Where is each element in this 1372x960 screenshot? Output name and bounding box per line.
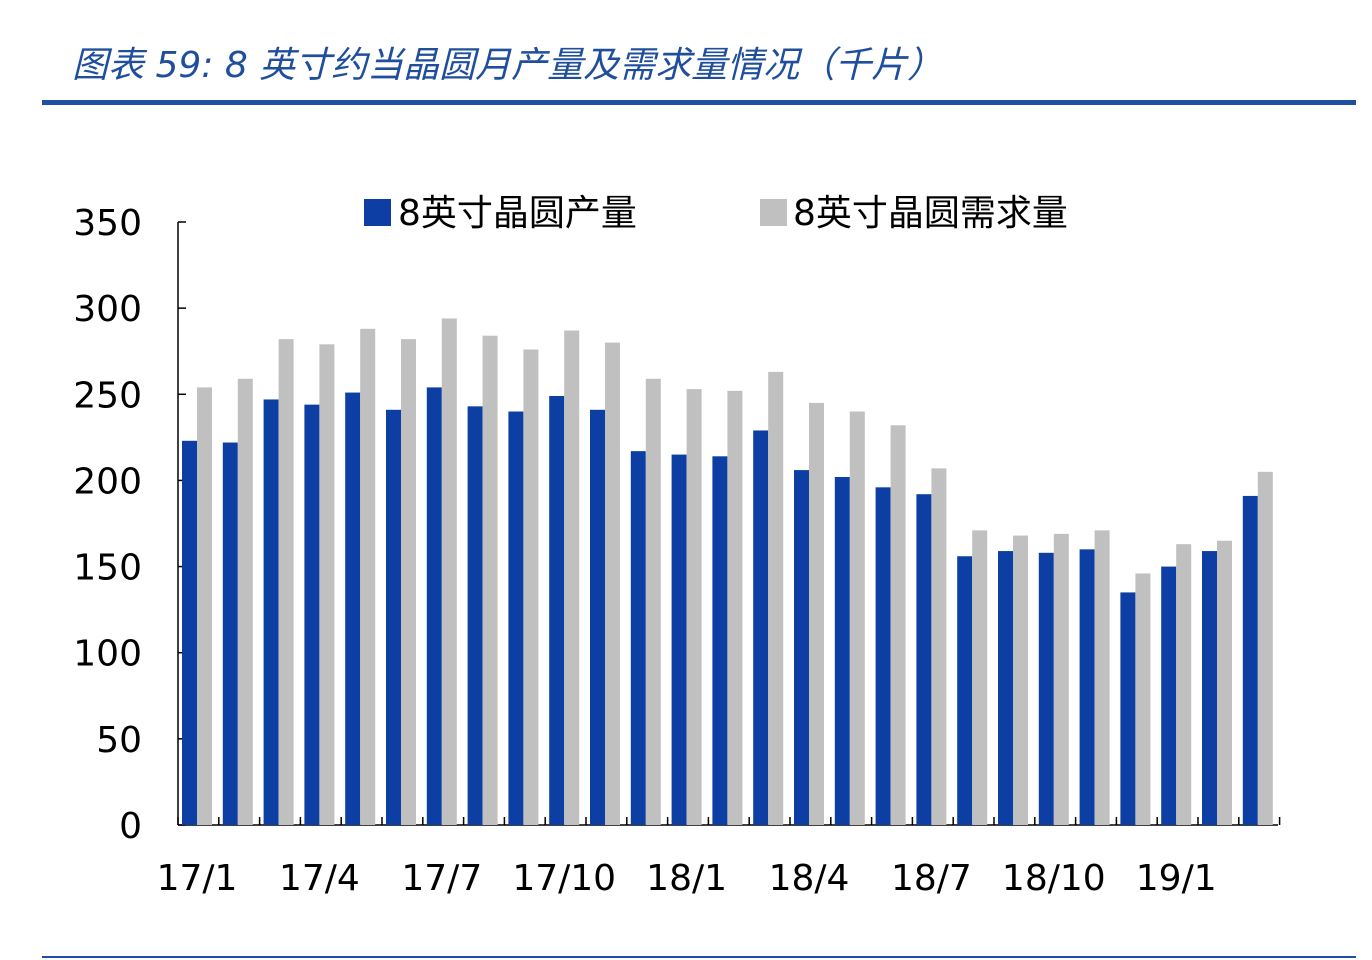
bar-demand xyxy=(605,342,620,825)
legend: 8英寸晶圆产量 8英寸晶圆需求量 xyxy=(364,193,1068,234)
bar-production xyxy=(753,430,769,825)
bar-production xyxy=(467,406,483,825)
bar-production xyxy=(998,551,1013,825)
bar-production xyxy=(1038,552,1054,825)
bar-demand xyxy=(1013,535,1028,825)
bar-production xyxy=(182,440,197,825)
bar-production xyxy=(630,451,646,825)
bar-production xyxy=(916,494,932,825)
bar-production xyxy=(875,487,891,825)
x-tick-label: 18/10 xyxy=(1002,858,1106,899)
bar-production xyxy=(304,404,320,825)
bar-demand xyxy=(360,328,376,825)
legend-swatch xyxy=(364,199,391,226)
y-tick-label: 250 xyxy=(73,375,142,416)
bar-production xyxy=(508,411,524,825)
bar-demand xyxy=(972,530,988,825)
bar-production xyxy=(345,392,361,825)
legend-label: 8英寸晶圆需求量 xyxy=(793,193,1068,234)
chart-title: 图表 59: 8 英寸约当晶圆月产量及需求量情况（千片） xyxy=(72,45,944,86)
x-tick-label: 17/7 xyxy=(401,858,482,899)
bar-demand xyxy=(1217,540,1232,825)
bar-production xyxy=(386,409,401,825)
bar-demand xyxy=(278,339,294,825)
bar-demand xyxy=(768,371,784,825)
bar-demand xyxy=(727,390,743,825)
y-tick-label: 350 xyxy=(73,203,142,244)
bar-demand xyxy=(890,425,906,825)
bar-demand xyxy=(1094,530,1110,825)
bars xyxy=(182,318,1273,825)
bar-production xyxy=(1120,592,1136,825)
bar-demand xyxy=(686,389,702,825)
bar-production xyxy=(957,556,973,825)
legend-swatch xyxy=(760,199,787,226)
title-underline xyxy=(42,100,1356,105)
y-tick-label: 150 xyxy=(73,548,142,589)
bar-production xyxy=(222,442,238,825)
bar-production xyxy=(794,470,809,825)
y-tick-label: 200 xyxy=(73,461,142,502)
y-tick-label: 50 xyxy=(96,720,142,761)
bar-production xyxy=(834,476,850,825)
x-tick-label: 18/1 xyxy=(646,858,727,899)
bar-demand xyxy=(1053,533,1069,825)
y-tick-label: 100 xyxy=(73,634,142,675)
bar-production xyxy=(1161,566,1177,825)
bar-demand xyxy=(441,318,457,825)
bar-production xyxy=(263,399,279,825)
bar-demand xyxy=(197,387,212,825)
bar-demand xyxy=(319,344,335,825)
legend-label: 8英寸晶圆产量 xyxy=(398,193,637,234)
bar-demand xyxy=(1135,573,1151,825)
bar-demand xyxy=(809,402,824,825)
x-tick-label: 17/1 xyxy=(157,858,238,899)
bar-production xyxy=(671,454,687,825)
x-tick-label: 18/4 xyxy=(769,858,850,899)
bar-demand xyxy=(645,378,661,825)
bottom-rule xyxy=(42,956,1356,958)
bar-demand xyxy=(1176,544,1192,825)
x-tick-label: 18/7 xyxy=(891,858,972,899)
x-axis: 17/1 17/4 17/7 17/10 18/1 18/4 18/7 18/10 19/1 xyxy=(157,817,1281,899)
bar-production xyxy=(590,409,605,825)
bar-production xyxy=(549,396,565,825)
y-tick-label: 300 xyxy=(73,289,142,330)
x-tick-label: 19/1 xyxy=(1136,858,1217,899)
x-tick-label: 17/4 xyxy=(279,858,360,899)
bar-demand xyxy=(1257,471,1273,825)
bar-production xyxy=(712,456,728,825)
bar-production xyxy=(1242,495,1258,825)
bar-production xyxy=(1079,549,1095,825)
bar-demand xyxy=(482,335,498,825)
bar-demand xyxy=(401,339,416,825)
bar-demand xyxy=(849,411,865,825)
bar-demand xyxy=(237,378,253,825)
y-axis: 0 50 100 150 200 250 300 350 xyxy=(73,203,186,847)
bar-production xyxy=(1202,551,1217,825)
bar-demand xyxy=(931,468,947,825)
y-tick-label: 0 xyxy=(119,806,142,847)
x-tick-label: 17/10 xyxy=(512,858,616,899)
bar-demand xyxy=(523,349,539,825)
bar-demand xyxy=(564,330,580,825)
bar-production xyxy=(426,387,442,825)
